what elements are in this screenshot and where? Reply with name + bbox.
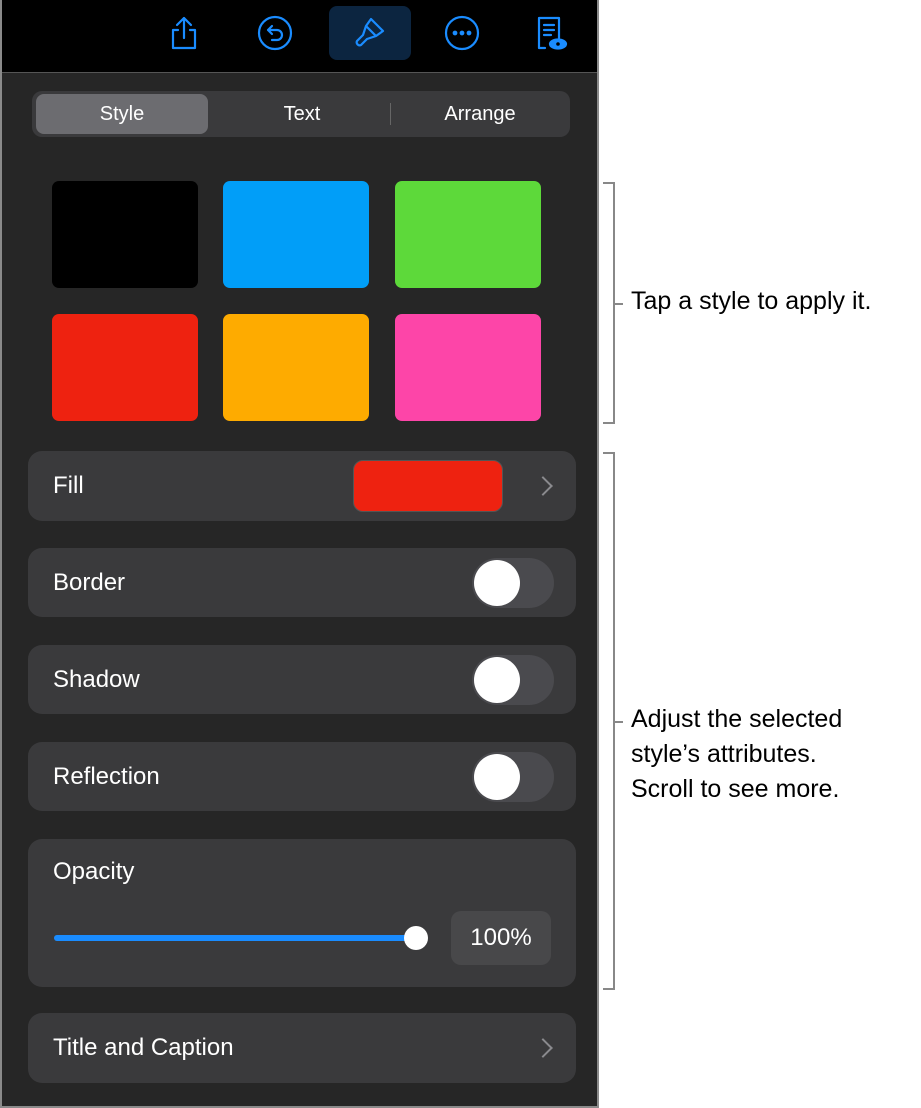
fill-label: Fill <box>53 472 84 499</box>
divider <box>390 103 391 125</box>
opacity-slider[interactable] <box>54 926 428 950</box>
style-swatch-pink[interactable] <box>395 314 541 421</box>
border-label: Border <box>53 569 126 596</box>
tab-style[interactable]: Style <box>36 94 208 134</box>
chevron-right-icon <box>533 1038 553 1058</box>
reflection-label: Reflection <box>53 763 160 790</box>
fill-color-well[interactable] <box>353 460 503 512</box>
annotation-styles: Tap a style to apply it. <box>631 287 872 315</box>
reflection-toggle[interactable] <box>472 752 554 802</box>
undo-button[interactable] <box>234 6 316 60</box>
style-swatch-green[interactable] <box>395 181 541 288</box>
opacity-value-field[interactable]: 100% <box>451 911 551 965</box>
format-panel: Style Text Arrange Fill Border Shadow Re… <box>0 0 599 1108</box>
more-icon <box>444 15 480 51</box>
chevron-right-icon <box>533 476 553 496</box>
style-swatch-black[interactable] <box>52 181 198 288</box>
opacity-row: Opacity 100% <box>28 839 576 987</box>
share-icon <box>171 16 197 50</box>
tab-arrange[interactable]: Arrange <box>444 102 516 125</box>
shadow-label: Shadow <box>53 666 140 693</box>
bracket <box>603 452 623 990</box>
toolbar <box>2 0 597 73</box>
more-button[interactable] <box>421 6 503 60</box>
fill-row[interactable]: Fill <box>28 451 576 521</box>
annotation-line: style’s attributes. <box>631 740 817 768</box>
format-button[interactable] <box>329 6 411 60</box>
opacity-label: Opacity <box>53 858 135 885</box>
style-swatch-blue[interactable] <box>223 181 369 288</box>
document-view-icon <box>537 16 568 50</box>
title-caption-row[interactable]: Title and Caption <box>28 1013 576 1083</box>
slider-fill <box>54 935 416 941</box>
annotation-line: Scroll to see more. <box>631 775 840 803</box>
undo-icon <box>257 15 293 51</box>
border-row: Border <box>28 548 576 617</box>
annotation-attributes: Adjust the selected style’s attributes. … <box>631 702 842 807</box>
paintbrush-icon <box>355 17 385 47</box>
bracket <box>603 182 623 424</box>
annotation-line: Adjust the selected <box>631 705 843 733</box>
shadow-toggle[interactable] <box>472 655 554 705</box>
style-swatch-red[interactable] <box>52 314 198 421</box>
style-swatch-orange[interactable] <box>223 314 369 421</box>
share-button[interactable] <box>143 6 225 60</box>
slider-thumb[interactable] <box>404 926 428 950</box>
border-toggle[interactable] <box>472 558 554 608</box>
segmented-control: Style Text Arrange <box>32 91 570 137</box>
title-caption-label: Title and Caption <box>53 1034 234 1061</box>
tab-text[interactable]: Text <box>283 102 321 125</box>
reflection-row: Reflection <box>28 742 576 811</box>
reading-view-button[interactable] <box>509 6 591 60</box>
shadow-row: Shadow <box>28 645 576 714</box>
